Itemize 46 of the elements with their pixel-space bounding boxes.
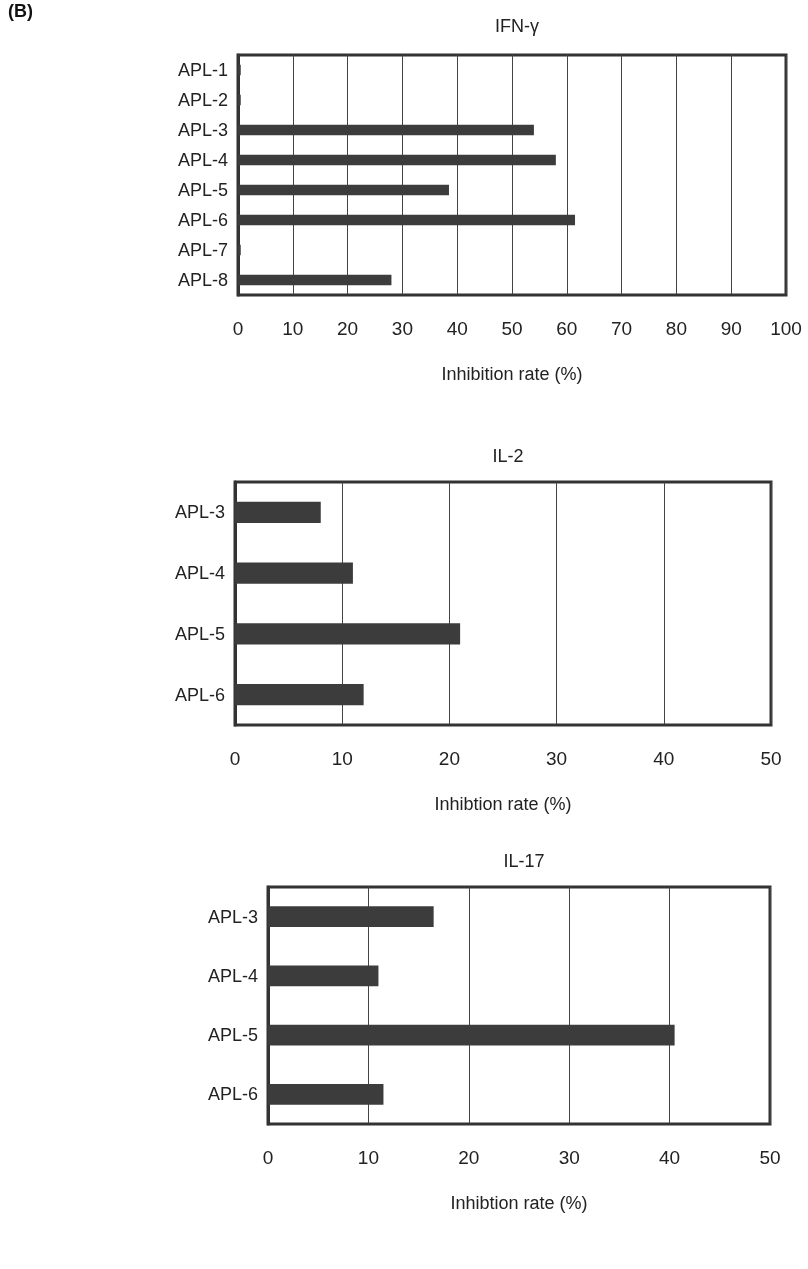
x-tick-label: 0	[262, 1147, 274, 1168]
y-tick-label: APL-7	[177, 240, 228, 260]
x-axis-title: Inhibtion rate (%)	[434, 794, 572, 814]
chart-title: IFN-γ	[495, 16, 539, 36]
y-tick-label: APL-5	[174, 623, 225, 644]
x-tick-label: 40	[653, 748, 675, 769]
text: (B)	[8, 1, 33, 21]
x-tick-label: 80	[665, 318, 687, 339]
x-tick-label: 0	[229, 748, 241, 769]
y-tick-label: APL-1	[177, 60, 228, 80]
y-tick-label: APL-3	[174, 502, 225, 523]
chart-title: IL-17	[503, 851, 545, 871]
x-tick-label: 30	[546, 748, 568, 769]
x-tick-label: 40	[659, 1147, 681, 1168]
x-axis-title: Inhibtion rate (%)	[450, 1193, 588, 1213]
x-tick-label: 10	[357, 1147, 379, 1168]
y-tick-label: APL-3	[207, 906, 258, 927]
y-tick-label: APL-5	[177, 180, 228, 200]
x-tick-label: 10	[331, 748, 353, 769]
x-tick-label: 50	[501, 318, 523, 339]
x-tick-label: 0	[232, 318, 244, 339]
x-tick-label: 30	[558, 1147, 580, 1168]
x-tick-label: 100	[770, 318, 802, 339]
y-tick-label: APL-3	[177, 120, 228, 140]
x-tick-label: 90	[720, 318, 742, 339]
x-tick-label: 60	[556, 318, 578, 339]
x-tick-label: 40	[446, 318, 468, 339]
x-tick-label: 70	[611, 318, 633, 339]
x-tick-label: 20	[458, 1147, 480, 1168]
y-tick-label: APL-4	[174, 563, 225, 584]
y-tick-label: APL-4	[207, 965, 258, 986]
x-tick-label: 30	[391, 318, 413, 339]
x-tick-label: 50	[759, 1147, 781, 1168]
y-tick-label: APL-6	[174, 684, 225, 705]
chart-title: IL-2	[492, 446, 524, 466]
y-tick-label: APL-4	[177, 150, 228, 170]
x-tick-label: 20	[438, 748, 460, 769]
y-tick-label: APL-5	[207, 1025, 258, 1046]
y-tick-label: APL-2	[177, 90, 228, 110]
x-tick-label: 50	[760, 748, 782, 769]
x-tick-label: 20	[337, 318, 359, 339]
x-tick-label: 10	[282, 318, 304, 339]
y-tick-label: APL-8	[177, 270, 228, 290]
x-axis-title: Inhibition rate (%)	[441, 364, 583, 384]
y-tick-label: APL-6	[207, 1084, 258, 1105]
y-tick-label: APL-6	[177, 210, 228, 230]
